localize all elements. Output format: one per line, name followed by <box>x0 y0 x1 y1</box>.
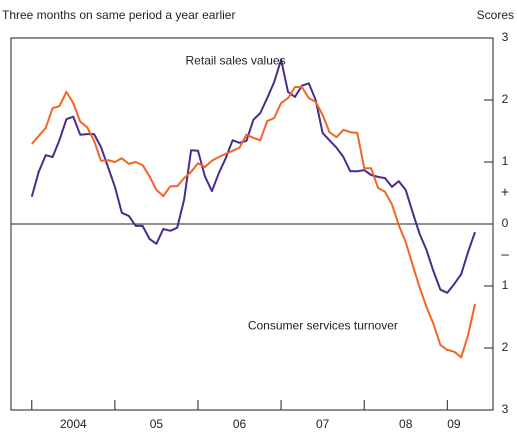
x-tick-label: 05 <box>150 417 164 431</box>
y-tick-label: 2 <box>502 340 509 354</box>
annotation: Consumer services turnover <box>248 318 398 332</box>
y-tick-label: 2 <box>502 92 509 106</box>
annotation: Retail sales values <box>186 54 286 68</box>
chart-title: Three months on same period a year earli… <box>2 8 235 22</box>
y-tick-label: 3 <box>502 30 509 44</box>
y-tick-label: 3 <box>502 402 509 416</box>
y-tick-label: 1 <box>502 154 509 168</box>
y-tick-label: 1 <box>502 278 509 292</box>
y-axis-label: Scores <box>477 8 514 22</box>
x-tick-label: 09 <box>447 417 461 431</box>
x-tick-label: 07 <box>316 417 330 431</box>
y-tick-label: 0 <box>502 216 509 230</box>
sign-label: – <box>501 246 509 262</box>
x-tick-label: 06 <box>233 417 247 431</box>
x-tick-label: 08 <box>399 417 413 431</box>
sign-label: + <box>501 184 509 200</box>
x-tick-label: 2004 <box>60 417 87 431</box>
series-line <box>30 58 476 294</box>
series-line <box>31 86 476 359</box>
